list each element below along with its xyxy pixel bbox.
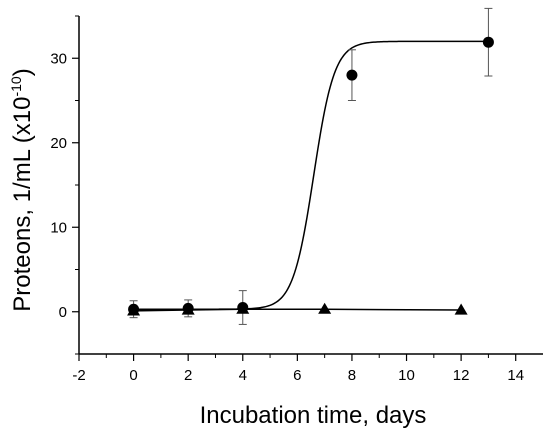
series-2-point <box>454 303 468 315</box>
series-1-point <box>482 36 494 48</box>
y-axis-title-exponent: -10 <box>8 76 24 96</box>
series-1-point <box>346 69 358 81</box>
series-2-line <box>133 308 462 312</box>
x-tick-label: 12 <box>453 367 470 384</box>
x-tick-label: 8 <box>348 367 356 384</box>
axes <box>78 16 543 355</box>
x-tick-label: 2 <box>184 367 192 384</box>
y-axis-title-close: ) <box>9 68 36 76</box>
y-axis-title-base: Proteons, 1/mL (x10 <box>9 97 36 312</box>
series-2-point <box>127 304 141 316</box>
x-tick-label: 10 <box>398 367 415 384</box>
series-2-point <box>236 302 250 314</box>
x-axis-title: Incubation time, days <box>200 402 427 429</box>
x-tick-label: 4 <box>239 367 247 384</box>
series-2-point <box>318 302 332 314</box>
y-tick-label: 20 <box>50 135 67 152</box>
series-1-fit-line <box>133 40 489 310</box>
fit-curve-layer <box>133 40 489 312</box>
x-tick-label: 6 <box>293 367 301 384</box>
x-tick-label: 0 <box>129 367 137 384</box>
x-tick-label: 14 <box>507 367 524 384</box>
y-axis-title: Proteons, 1/mL (x10-10) <box>8 68 36 311</box>
y-tick-label: 0 <box>59 304 67 321</box>
series-layer <box>127 7 494 325</box>
y-tick-label: 10 <box>50 219 67 236</box>
series-2-point <box>181 303 195 315</box>
y-tick-label: 30 <box>50 50 67 67</box>
x-tick-label: -2 <box>72 367 85 384</box>
ticks: -2 0 2 4 6 8 10 12 14 0 10 20 30 <box>50 15 524 384</box>
